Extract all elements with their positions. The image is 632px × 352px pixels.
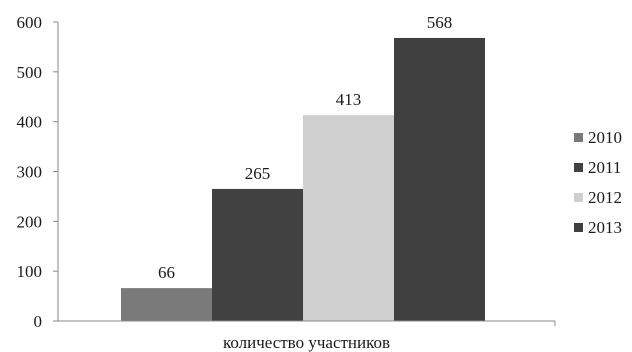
bar-2013: [394, 37, 485, 322]
bar-2010: [121, 288, 212, 321]
legend-label-2012: 2012: [588, 188, 622, 207]
legend-swatch-2012: [574, 193, 583, 202]
y-tick-label: 400: [17, 113, 43, 132]
data-label-2010: 66: [158, 263, 175, 282]
y-tick-label: 100: [17, 262, 43, 281]
y-tick-label: 0: [34, 312, 43, 331]
legend: 2010 2011 2012 2013: [574, 128, 622, 237]
y-tick-label: 300: [17, 163, 43, 182]
legend-swatch-2011: [574, 163, 583, 172]
legend-label-2010: 2010: [588, 128, 622, 147]
data-labels: 66 265 413 568: [158, 13, 452, 282]
y-tick-label: 200: [17, 212, 43, 231]
legend-label-2013: 2013: [588, 218, 622, 237]
x-category-label: количество участников: [223, 333, 390, 352]
y-axis: 0 100 200 300 400 500 600: [17, 13, 59, 331]
x-axis: количество участников: [58, 320, 556, 352]
data-label-2013: 568: [427, 13, 453, 32]
bars: [121, 37, 485, 322]
bar-2011: [212, 188, 303, 321]
y-tick-label: 500: [17, 63, 43, 82]
y-tick-label: 600: [17, 13, 43, 32]
bar-2012: [303, 115, 394, 322]
legend-swatch-2013: [574, 223, 583, 232]
data-label-2011: 265: [245, 164, 271, 183]
data-label-2012: 413: [336, 90, 362, 109]
legend-swatch-2010: [574, 133, 583, 142]
legend-label-2011: 2011: [588, 158, 621, 177]
